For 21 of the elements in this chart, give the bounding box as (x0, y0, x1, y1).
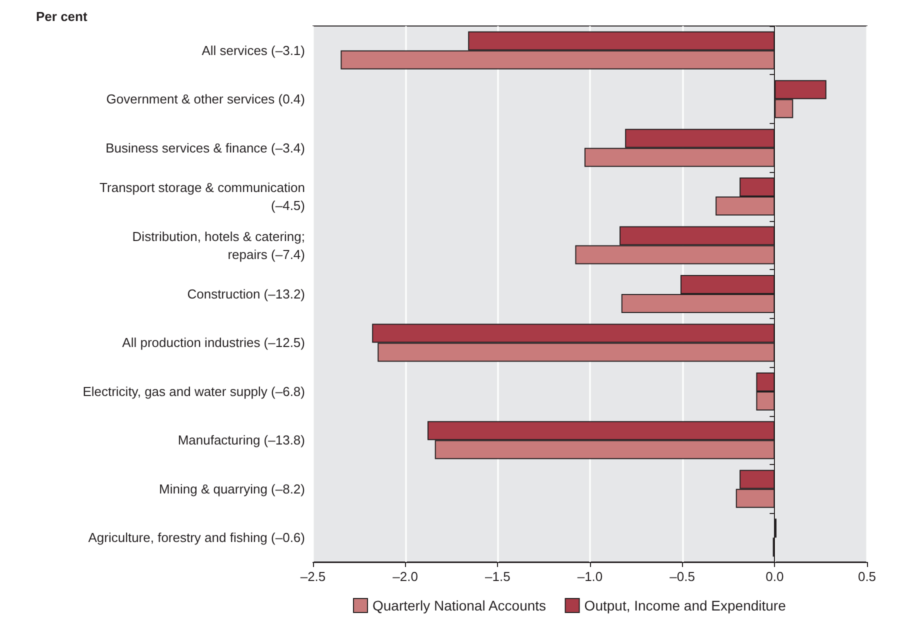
y-tick-label: All services (–3.1) (202, 42, 305, 58)
y-tick-label: Electricity, gas and water supply (–6.8) (82, 384, 305, 399)
y-tick-label: Transport storage & communication (–4.5) (100, 180, 305, 214)
x-tick-label: –0.5 (670, 569, 695, 584)
x-tick-label: –1.0 (577, 569, 603, 584)
x-tick-label: –2.0 (392, 569, 418, 584)
x-tick-label: 0.0 (766, 569, 784, 584)
y-tick-label: Business services & finance (–3.4) (106, 140, 305, 156)
legend-label: Output, Income and Expenditure (584, 598, 786, 614)
x-tick-label: –1.5 (485, 569, 510, 584)
y-tick-label: Distribution, hotels & catering; repairs (–7.4) (132, 228, 305, 262)
y-tick-label: Mining & quarrying (–8.2) (159, 481, 305, 496)
y-tick-label: Manufacturing (–13.8) (178, 432, 305, 448)
y-tick-label: Government & other services (0.4) (106, 92, 305, 107)
y-tick-label: All production industries (–12.5) (122, 335, 305, 350)
y-tick-label: Construction (–13.2) (187, 286, 305, 302)
y-tick-label: Agriculture, forestry and fishing (–0.6) (88, 530, 305, 546)
x-tick-label: 0.5 (858, 569, 876, 584)
legend-label: Quarterly National Accounts (372, 598, 546, 614)
x-axis-title: Per cent (36, 9, 88, 24)
x-tick-label: –2.5 (300, 569, 326, 584)
